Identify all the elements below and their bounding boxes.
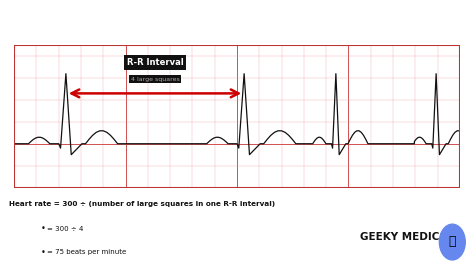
Text: Calculating Heart Rate ⏱: Calculating Heart Rate ⏱ xyxy=(146,16,328,29)
Text: R-R Interval: R-R Interval xyxy=(127,58,183,67)
Circle shape xyxy=(439,224,465,260)
Text: = 75 beats per minute: = 75 beats per minute xyxy=(47,249,127,255)
Text: •: • xyxy=(40,225,45,234)
Text: Heart rate = 300 ÷ (number of large squares in one R-R interval): Heart rate = 300 ÷ (number of large squa… xyxy=(9,201,275,207)
Text: 🧠: 🧠 xyxy=(448,235,456,248)
Text: 4 large squares: 4 large squares xyxy=(131,77,179,82)
Text: = 300 ÷ 4: = 300 ÷ 4 xyxy=(47,226,84,232)
Text: •: • xyxy=(40,248,45,257)
Text: GEEKY MEDICS: GEEKY MEDICS xyxy=(360,232,447,242)
